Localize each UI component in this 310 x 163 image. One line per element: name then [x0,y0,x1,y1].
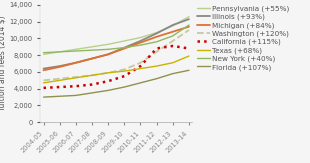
Washington (+120%) [139,62,142,64]
Washington (+120%) [90,74,94,76]
California (+115%) [187,47,191,49]
New York (+40%) [171,35,175,37]
Michigan (+84%) [155,36,158,38]
California (+115%) [171,45,175,47]
California (+115%) [139,65,142,67]
Michigan (+84%) [122,47,126,49]
Michigan (+84%) [139,42,142,44]
Line: California (+115%): California (+115%) [43,46,189,88]
Illinois (+93%) [187,18,191,20]
Illinois (+93%) [58,65,62,67]
New York (+40%) [90,49,94,51]
Line: Washington (+120%): Washington (+120%) [43,30,189,80]
California (+115%) [74,85,78,87]
Washington (+120%) [74,76,78,78]
Pennsylvania (+55%) [155,32,158,34]
California (+115%) [155,47,158,49]
Line: Texas (+68%): Texas (+68%) [43,56,189,83]
Illinois (+93%) [74,62,78,64]
Illinois (+93%) [155,32,158,34]
Washington (+120%) [155,51,158,53]
New York (+40%) [74,50,78,52]
Line: Michigan (+84%): Michigan (+84%) [43,27,189,70]
Texas (+68%) [187,55,191,57]
Washington (+120%) [106,72,110,74]
Florida (+107%) [42,96,45,98]
Florida (+107%) [187,69,191,71]
Line: Florida (+107%): Florida (+107%) [43,70,189,97]
New York (+40%) [122,47,126,49]
Pennsylvania (+55%) [187,16,191,18]
Florida (+107%) [139,82,142,84]
New York (+40%) [58,51,62,53]
California (+115%) [90,84,94,86]
Pennsylvania (+55%) [42,53,45,55]
Washington (+120%) [122,68,126,70]
Michigan (+84%) [171,31,175,33]
Texas (+68%) [139,68,142,70]
Michigan (+84%) [42,69,45,71]
New York (+40%) [155,41,158,43]
Line: Pennsylvania (+55%): Pennsylvania (+55%) [43,17,189,54]
Florida (+107%) [58,95,62,97]
Pennsylvania (+55%) [58,51,62,53]
Pennsylvania (+55%) [171,25,175,27]
New York (+40%) [106,48,110,50]
Y-axis label: Tuition and fees (2014 $): Tuition and fees (2014 $) [0,16,7,111]
Michigan (+84%) [74,62,78,64]
Pennsylvania (+55%) [122,40,126,42]
Line: Illinois (+93%): Illinois (+93%) [43,19,189,69]
Texas (+68%) [106,72,110,74]
Texas (+68%) [122,70,126,72]
Illinois (+93%) [171,24,175,26]
Michigan (+84%) [187,26,191,28]
Florida (+107%) [155,78,158,80]
California (+115%) [122,75,126,77]
Florida (+107%) [122,86,126,88]
Washington (+120%) [58,78,62,80]
California (+115%) [42,87,45,89]
Texas (+68%) [42,82,45,84]
Florida (+107%) [171,73,175,75]
Florida (+107%) [90,92,94,94]
Legend: Pennsylvania (+55%), Illinois (+93%), Michigan (+84%), Washington (+120%), Calif: Pennsylvania (+55%), Illinois (+93%), Mi… [194,3,293,73]
Washington (+120%) [42,79,45,81]
Illinois (+93%) [42,68,45,70]
New York (+40%) [187,24,191,26]
Illinois (+93%) [90,58,94,59]
California (+115%) [106,80,110,82]
Texas (+68%) [171,62,175,64]
Pennsylvania (+55%) [106,43,110,45]
New York (+40%) [42,52,45,54]
Michigan (+84%) [58,66,62,68]
Washington (+120%) [171,40,175,42]
Florida (+107%) [74,94,78,96]
California (+115%) [58,86,62,88]
Texas (+68%) [90,74,94,76]
Pennsylvania (+55%) [74,48,78,50]
Washington (+120%) [187,29,191,31]
Michigan (+84%) [106,53,110,55]
Illinois (+93%) [139,40,142,42]
Michigan (+84%) [90,58,94,59]
Pennsylvania (+55%) [90,46,94,48]
Texas (+68%) [74,77,78,79]
Texas (+68%) [155,65,158,67]
Pennsylvania (+55%) [139,37,142,39]
Illinois (+93%) [122,47,126,49]
Line: New York (+40%): New York (+40%) [43,25,189,53]
Texas (+68%) [58,79,62,81]
Illinois (+93%) [106,53,110,55]
New York (+40%) [139,44,142,46]
Florida (+107%) [106,89,110,91]
